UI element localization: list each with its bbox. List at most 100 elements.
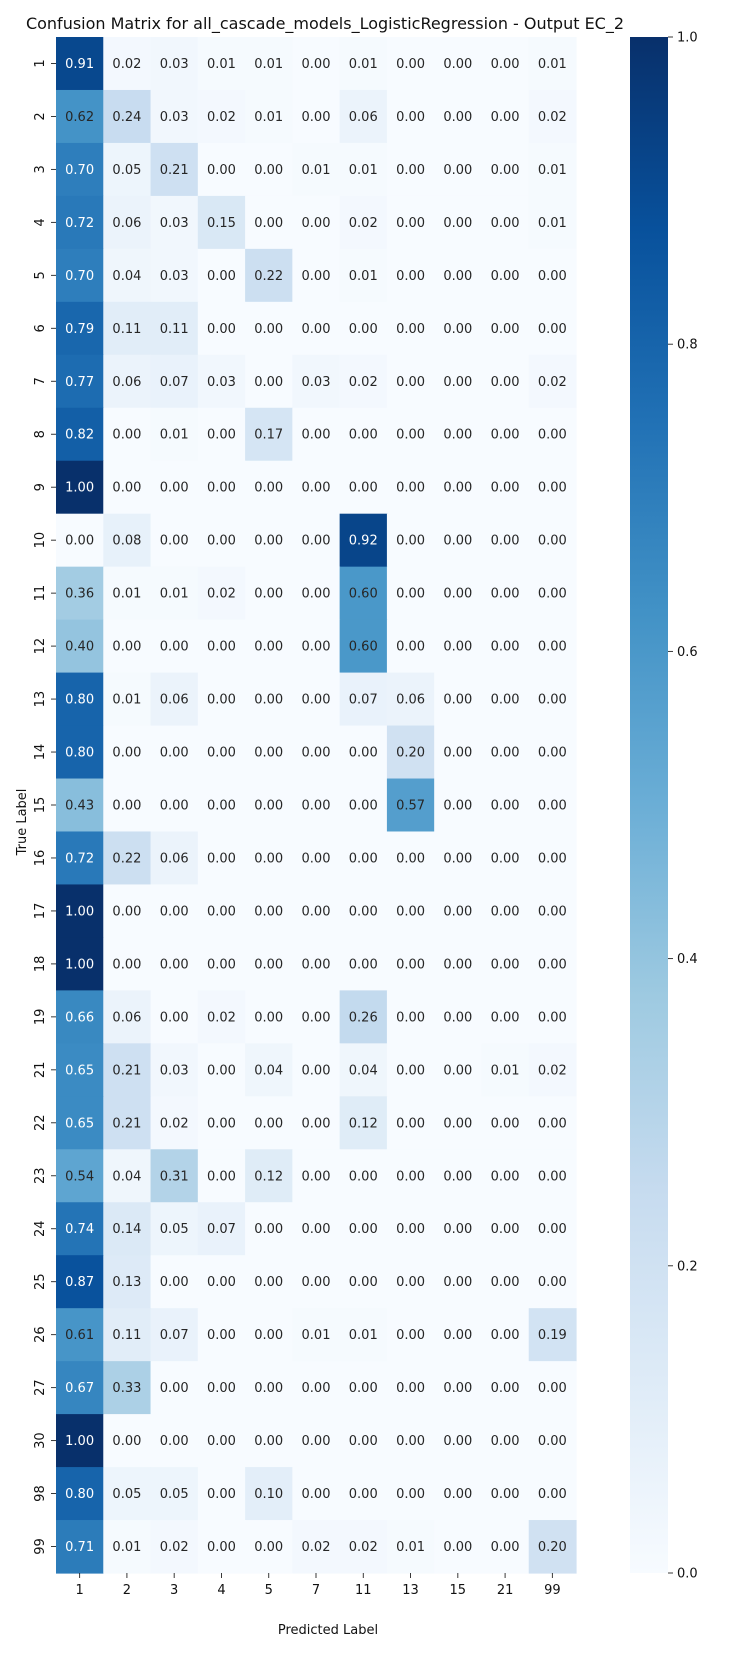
heatmap-cell xyxy=(245,1520,293,1574)
heatmap-cell xyxy=(56,407,104,462)
heatmap-cell xyxy=(292,884,341,939)
heatmap-cell xyxy=(481,566,530,621)
cell-value-label: 0.00 xyxy=(491,534,520,549)
cell-value-label: 0.07 xyxy=(349,693,378,708)
cell-value-label: 0.00 xyxy=(443,851,472,866)
heatmap-cell xyxy=(150,460,199,515)
cell-value-label: 0.00 xyxy=(538,322,567,337)
cell-value-label: 0.61 xyxy=(65,1328,94,1343)
cell-value-label: 0.00 xyxy=(254,216,283,231)
heatmap-cell xyxy=(292,1467,341,1521)
colorbar-tick-label: 0.6 xyxy=(677,645,698,660)
heatmap-cell xyxy=(386,1414,435,1468)
heatmap-cell xyxy=(56,89,104,144)
cell-value-label: 0.06 xyxy=(112,216,141,231)
cell-value-label: 0.00 xyxy=(443,428,472,443)
heatmap-cell xyxy=(339,195,388,250)
heatmap-cell xyxy=(197,248,246,303)
heatmap-cell xyxy=(386,37,435,91)
heatmap-cell xyxy=(386,1467,435,1521)
heatmap-cell xyxy=(339,37,388,91)
cell-value-label: 0.00 xyxy=(443,1063,472,1078)
heatmap-cell xyxy=(56,1149,104,1203)
cell-value-label: 0.00 xyxy=(491,1116,520,1131)
cell-value-label: 0.05 xyxy=(160,1222,189,1237)
y-axis-ticks: 1234567891011121314151617181921222324252… xyxy=(33,59,56,1555)
heatmap-cell xyxy=(434,1096,483,1150)
heatmap-cell xyxy=(56,1255,104,1309)
heatmap-cell xyxy=(339,1043,388,1097)
heatmap-cell xyxy=(150,672,199,727)
cell-value-label: 0.14 xyxy=(112,1222,141,1237)
heatmap-cell xyxy=(56,1467,104,1521)
heatmap-cell xyxy=(434,407,483,462)
cell-value-label: 0.00 xyxy=(491,904,520,919)
cell-value-label: 0.00 xyxy=(396,428,425,443)
heatmap-cell xyxy=(197,619,246,674)
cell-value-label: 0.00 xyxy=(538,587,567,602)
heatmap-cell xyxy=(150,778,199,833)
cell-value-label: 0.00 xyxy=(443,1487,472,1502)
cell-value-label: 0.00 xyxy=(254,375,283,390)
cell-value-label: 0.24 xyxy=(112,110,141,125)
cell-value-label: 0.21 xyxy=(160,163,189,178)
heatmap-cell xyxy=(434,1467,483,1521)
cell-value-label: 0.00 xyxy=(302,957,331,972)
cell-value-label: 0.00 xyxy=(443,1328,472,1343)
heatmap-cell xyxy=(56,354,104,409)
heatmap-cell xyxy=(339,142,388,197)
heatmap-cell xyxy=(56,1520,104,1574)
cell-value-label: 0.06 xyxy=(112,1010,141,1025)
cell-value-label: 0.26 xyxy=(349,1010,378,1025)
y-tick-label: 5 xyxy=(33,271,48,279)
heatmap-cell xyxy=(150,566,199,621)
heatmap-cell xyxy=(386,566,435,621)
cell-value-label: 0.01 xyxy=(254,57,283,72)
cell-value-label: 0.07 xyxy=(160,375,189,390)
heatmap-cell xyxy=(245,778,293,833)
cell-value-label: 0.00 xyxy=(491,269,520,284)
cell-value-label: 0.00 xyxy=(302,1116,331,1131)
cell-value-label: 0.21 xyxy=(112,1116,141,1131)
heatmap-cell xyxy=(103,1361,152,1415)
cell-value-label: 0.00 xyxy=(491,57,520,72)
cell-value-label: 0.00 xyxy=(207,1540,236,1555)
heatmap-cell xyxy=(386,301,435,356)
heatmap-cell xyxy=(150,142,199,197)
heatmap-cell xyxy=(292,672,341,727)
cell-value-label: 0.00 xyxy=(254,1275,283,1290)
heatmap-cell xyxy=(434,460,483,515)
cell-value-label: 0.00 xyxy=(491,1381,520,1396)
heatmap-cell xyxy=(197,884,246,939)
heatmap-cell xyxy=(434,884,483,939)
cell-value-label: 0.00 xyxy=(207,746,236,761)
cell-value-label: 0.00 xyxy=(302,1275,331,1290)
cell-value-label: 0.12 xyxy=(254,1169,283,1184)
heatmap-cell xyxy=(292,831,341,886)
cell-value-label: 0.03 xyxy=(160,216,189,231)
y-tick-label: 10 xyxy=(33,532,48,549)
heatmap-cell xyxy=(481,778,530,833)
cell-value-label: 0.11 xyxy=(112,322,141,337)
heatmap-cell xyxy=(434,778,483,833)
cell-value-label: 0.00 xyxy=(254,1328,283,1343)
heatmap-cell xyxy=(56,195,104,250)
cell-value-label: 0.00 xyxy=(396,851,425,866)
heatmap-cell xyxy=(481,990,530,1044)
y-tick-label: 98 xyxy=(33,1485,48,1502)
cell-value-label: 0.02 xyxy=(207,110,236,125)
heatmap-cell xyxy=(434,1043,483,1097)
cell-value-label: 0.03 xyxy=(302,375,331,390)
colorbar-tick-label: 0.2 xyxy=(677,1259,698,1274)
cell-value-label: 0.00 xyxy=(538,746,567,761)
heatmap-cell xyxy=(103,884,152,939)
heatmap-cell xyxy=(245,513,293,568)
heatmap-cell xyxy=(245,301,293,356)
cell-value-label: 0.00 xyxy=(538,1116,567,1131)
cell-value-label: 0.00 xyxy=(112,904,141,919)
heatmap-cell xyxy=(292,1308,341,1362)
heatmap-cell xyxy=(103,89,152,144)
cell-value-label: 0.00 xyxy=(491,957,520,972)
cell-value-label: 1.00 xyxy=(65,957,94,972)
